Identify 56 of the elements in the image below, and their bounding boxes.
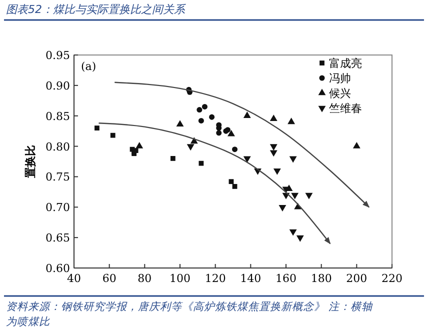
x-tick-label: 80 [138,272,152,285]
point [352,142,360,148]
point [110,132,116,138]
point [232,184,238,189]
point [291,192,299,200]
y-axis-title: 置换比 [24,145,37,179]
point [198,118,204,124]
y-tick-label: 0.85 [46,110,70,123]
point [216,130,222,136]
y-tick-label: 0.80 [46,140,70,154]
text: 资料来源：钢铁研究学报，唐庆利等《高炉炼铁煤焦置换新概念》 注：横轴为喷煤比 [6,301,374,328]
point [228,179,234,184]
point [305,192,313,200]
x-tick-label: 140 [240,272,262,285]
point [270,114,278,122]
y-tick-label: 0.65 [46,232,70,245]
point [289,229,297,236]
point [273,168,281,175]
legend-label: 竺维春 [329,102,362,115]
point [94,126,100,130]
point [232,146,238,152]
point [170,156,176,161]
point [243,112,251,118]
x-tick-label: 220 [382,272,402,285]
point [243,156,251,163]
x-tick-label: 200 [346,272,368,285]
x-tick-label: 160 [276,272,296,285]
point [202,104,208,110]
point [289,156,297,163]
x-tick-label: 40 [67,272,81,285]
chart-title: 图表52：煤比与实际置换比之间关系 [6,3,186,16]
x-tick-label: 100 [170,272,190,285]
legend-label: 冯帅 [329,72,351,85]
point [209,114,215,120]
x-tick-label: 180 [310,272,332,285]
point [186,144,194,151]
point [198,160,204,166]
x-tick-label: 60 [102,272,116,285]
point [296,235,304,242]
point [196,107,202,113]
y-tick-label: 0.70 [46,201,70,214]
point [228,130,235,136]
annotation: (a) [81,60,96,73]
y-tick-label: 0.90 [46,79,70,92]
legend-label: 富成亮 [329,57,362,70]
point [270,144,278,151]
y-tick-label: 0.95 [46,49,70,62]
point [288,118,296,124]
x-tick-label: 120 [204,272,226,285]
point [136,142,144,148]
point [176,120,184,127]
point [278,204,286,212]
legend-label: 候兴 [329,87,351,100]
point [270,150,278,157]
y-tick-label: 0.75 [46,170,70,184]
y-tick-label: 0.60 [46,262,70,275]
